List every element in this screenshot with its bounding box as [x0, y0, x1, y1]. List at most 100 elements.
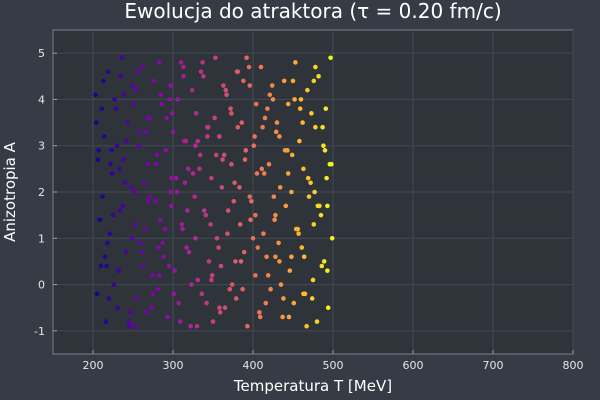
data-point: [143, 129, 149, 135]
data-point: [268, 286, 273, 292]
data-point: [156, 245, 161, 250]
data-point: [222, 305, 228, 311]
data-point: [301, 166, 306, 172]
data-point: [135, 69, 141, 74]
data-point: [231, 198, 237, 204]
data-point: [292, 97, 297, 102]
data-point: [241, 249, 247, 255]
data-point: [185, 208, 190, 213]
data-point: [159, 101, 165, 107]
data-point: [129, 185, 134, 190]
data-point: [310, 277, 316, 283]
data-point: [241, 78, 246, 84]
data-point: [286, 314, 292, 320]
y-tick-label: 2: [38, 186, 45, 199]
data-point: [163, 148, 169, 153]
data-point: [193, 111, 199, 116]
data-point: [120, 203, 125, 209]
data-point: [117, 166, 122, 172]
chart-title: Ewolucja do atraktora (τ = 0.20 fm/c): [124, 0, 501, 23]
data-point: [165, 314, 170, 320]
data-point: [197, 152, 203, 158]
data-point: [270, 97, 276, 102]
data-point: [321, 259, 327, 264]
data-point: [257, 314, 263, 320]
data-point: [153, 161, 159, 167]
x-tick-label: 800: [563, 359, 584, 372]
data-point: [192, 194, 197, 199]
data-point: [274, 120, 280, 125]
data-point: [186, 249, 192, 255]
data-point: [304, 323, 309, 329]
data-point: [200, 60, 205, 65]
x-tick-label: 300: [163, 359, 184, 372]
data-point: [309, 296, 315, 301]
data-point: [160, 240, 165, 246]
data-point: [281, 296, 286, 301]
data-point: [280, 314, 285, 320]
data-point: [109, 171, 115, 176]
data-point: [246, 64, 252, 70]
data-point: [168, 189, 173, 195]
data-point: [325, 268, 330, 273]
data-point: [320, 124, 325, 130]
data-point: [101, 134, 107, 139]
data-point: [254, 171, 260, 176]
data-point: [300, 120, 305, 125]
data-point: [219, 185, 225, 190]
data-point: [305, 175, 311, 181]
data-point: [161, 254, 166, 260]
data-point: [298, 97, 304, 102]
data-point: [111, 282, 117, 287]
data-point: [249, 198, 254, 204]
axis-ticks: 200 300 400 500 600 700 800 -1 0 1 2 3 4 5: [34, 47, 583, 372]
data-point: [252, 134, 257, 139]
data-point: [150, 291, 156, 297]
data-point: [240, 286, 245, 292]
data-point: [113, 106, 119, 111]
data-point: [194, 323, 200, 329]
data-point: [276, 240, 281, 246]
data-point: [195, 138, 201, 144]
data-point: [323, 106, 329, 111]
data-point: [171, 291, 177, 297]
data-point: [242, 157, 248, 162]
data-point: [130, 83, 136, 88]
data-point: [124, 138, 129, 144]
data-point: [273, 254, 278, 260]
data-point: [114, 143, 120, 149]
data-point: [110, 212, 116, 218]
data-point: [128, 310, 133, 315]
data-point: [208, 222, 213, 227]
data-point: [162, 226, 168, 232]
data-point: [158, 92, 164, 98]
x-tick-label: 700: [483, 359, 504, 372]
data-point: [175, 97, 181, 102]
data-point: [174, 189, 180, 195]
data-point: [217, 134, 222, 139]
data-point: [221, 152, 227, 158]
data-point: [229, 161, 234, 167]
data-point: [282, 148, 288, 153]
data-point: [109, 148, 114, 153]
data-point: [267, 92, 273, 98]
data-point: [293, 60, 298, 65]
data-point: [277, 134, 282, 139]
data-point: [311, 78, 317, 84]
data-point: [250, 235, 256, 241]
data-point: [116, 268, 121, 273]
data-point: [328, 55, 333, 61]
y-tick-label: 0: [38, 279, 45, 292]
data-point: [121, 92, 126, 98]
data-point: [229, 111, 234, 116]
data-point: [233, 259, 238, 264]
data-point: [324, 175, 329, 181]
data-point: [168, 83, 173, 88]
data-point: [290, 78, 296, 84]
data-point: [205, 124, 211, 130]
data-point: [201, 208, 207, 213]
data-point: [263, 300, 269, 306]
data-point: [289, 254, 294, 260]
data-point: [131, 101, 137, 107]
data-point: [121, 157, 126, 162]
